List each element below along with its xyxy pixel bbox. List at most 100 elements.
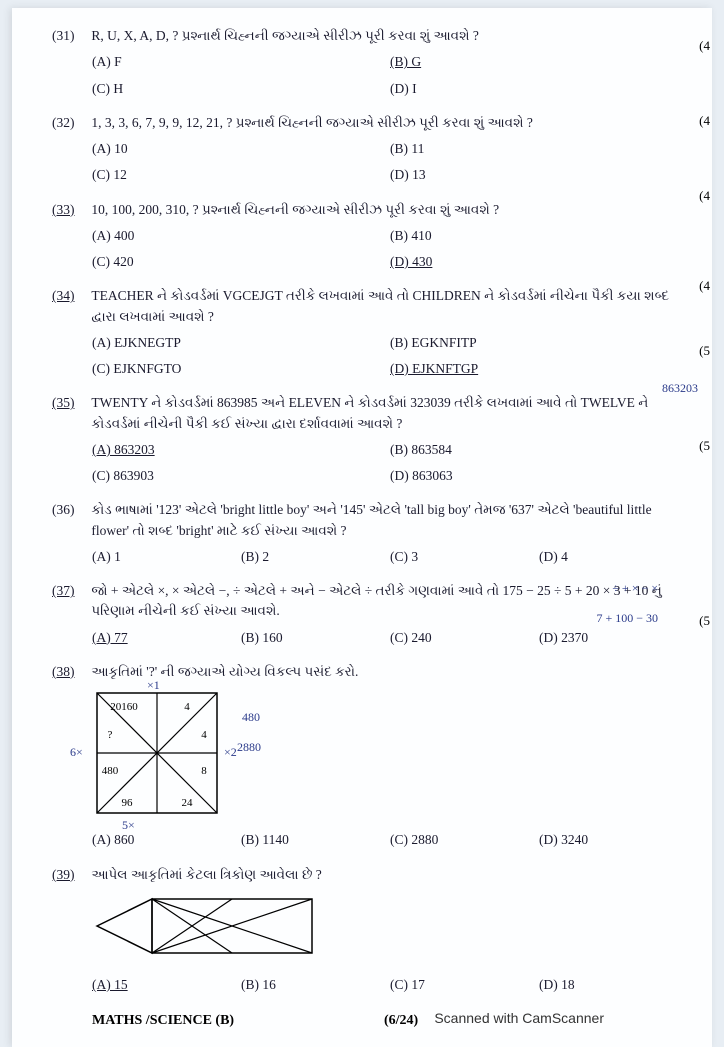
options-34: (A) EJKNEGTP (B) EGKNFITP (C) EJKNFGTO (… bbox=[52, 333, 688, 380]
opt-39-d: (D) 18 bbox=[539, 975, 688, 995]
opt-35-c: (C) 863903 bbox=[92, 466, 390, 486]
question-35: (35) TWENTY ને કોડવર્ડમાં 863985 અને ELE… bbox=[52, 393, 688, 486]
figure-39 bbox=[92, 891, 688, 967]
opt-31-b: (B) G bbox=[390, 52, 688, 72]
handwriting-480: 480 bbox=[242, 708, 260, 726]
opt-35-a: (A) 863203 bbox=[92, 440, 390, 460]
opt-32-a: (A) 10 bbox=[92, 139, 390, 159]
question-31: (31) R, U, X, A, D, ? પ્રશ્નાર્થ ચિહ્નની… bbox=[52, 26, 688, 99]
cell-96: 96 bbox=[122, 797, 134, 809]
qtext-39: આપેલ આકૃતિમાં કેટલા ત્રિકોણ આવેલા છે ? bbox=[91, 865, 685, 885]
opt-37-c: (C) 240 bbox=[390, 628, 539, 648]
opt-37-b: (B) 160 bbox=[241, 628, 390, 648]
handwriting-6x: 6× bbox=[70, 743, 83, 761]
handwriting-x1: ×1 bbox=[147, 676, 160, 694]
opt-34-c: (C) EJKNFGTO bbox=[92, 359, 390, 379]
options-38: (A) 860 (B) 1140 (C) 2880 (D) 3240 bbox=[52, 830, 688, 850]
qnum-34: (34) bbox=[52, 286, 88, 306]
cell-4a: 4 bbox=[184, 701, 190, 713]
qnum-35: (35) bbox=[52, 393, 88, 413]
opt-35-d: (D) 863063 bbox=[390, 466, 688, 486]
opt-38-b: (B) 1140 bbox=[241, 830, 390, 850]
question-33: (33) 10, 100, 200, 310, ? પ્રશ્નાર્થ ચિહ… bbox=[52, 200, 688, 273]
opt-37-a: (A) 77 bbox=[92, 628, 241, 648]
handwriting-ops: ÷ + × − × bbox=[612, 579, 658, 597]
opt-39-a: (A) 15 bbox=[92, 975, 241, 995]
qtext-35: TWENTY ને કોડવર્ડમાં 863985 અને ELEVEN ન… bbox=[91, 393, 685, 434]
options-31: (A) F (B) G (C) H (D) I bbox=[52, 52, 688, 99]
fig39-svg bbox=[92, 891, 322, 961]
opt-37-d: (D) 2370 bbox=[539, 628, 688, 648]
options-37: (A) 77 (B) 160 (C) 240 (D) 2370 bbox=[52, 628, 688, 648]
opt-36-c: (C) 3 bbox=[390, 547, 539, 567]
opt-33-a: (A) 400 bbox=[92, 226, 390, 246]
figure-38: 20160 4 ? 4 480 8 96 24 480 2880 ×1 6× ×… bbox=[92, 688, 688, 824]
exam-page: (31) R, U, X, A, D, ? પ્રશ્નાર્થ ચિહ્નની… bbox=[12, 8, 712, 1047]
qnum-38: (38) bbox=[52, 662, 88, 682]
question-32: (32) 1, 3, 3, 6, 7, 9, 9, 12, 21, ? પ્રશ… bbox=[52, 113, 688, 186]
cell-8: 8 bbox=[201, 765, 207, 777]
qtext-31: R, U, X, A, D, ? પ્રશ્નાર્થ ચિહ્નની જગ્ય… bbox=[91, 26, 685, 46]
opt-38-a: (A) 860 bbox=[92, 830, 241, 850]
opt-31-a: (A) F bbox=[92, 52, 390, 72]
qnum-39: (39) bbox=[52, 865, 88, 885]
opt-33-d: (D) 430 bbox=[390, 252, 688, 272]
edge-5b: (5 bbox=[699, 438, 710, 454]
qtext-36: કોડ ભાષામાં '123' એટલે 'bright little bo… bbox=[91, 500, 685, 541]
edge-4d: (4 bbox=[699, 278, 710, 294]
opt-32-d: (D) 13 bbox=[390, 165, 688, 185]
qtext-34: TEACHER ને કોડવર્ડમાં VGCEJGT તરીકે લખવા… bbox=[91, 286, 685, 327]
opt-36-b: (B) 2 bbox=[241, 547, 390, 567]
qtext-33: 10, 100, 200, 310, ? પ્રશ્નાર્થ ચિહ્નની … bbox=[91, 200, 685, 220]
handwriting-x2: ×2 bbox=[224, 743, 237, 761]
opt-38-c: (C) 2880 bbox=[390, 830, 539, 850]
cell-4b: 4 bbox=[201, 729, 207, 741]
opt-36-d: (D) 4 bbox=[539, 547, 688, 567]
qtext-38: આકૃતિમાં '?' ની જગ્યાએ યોગ્ય વિકલ્પ પસંદ… bbox=[91, 662, 685, 682]
opt-34-a: (A) EJKNEGTP bbox=[92, 333, 390, 353]
question-38: (38) આકૃતિમાં '?' ની જગ્યાએ યોગ્ય વિકલ્પ… bbox=[52, 662, 688, 851]
handwriting-5x: 5× bbox=[122, 816, 135, 834]
opt-31-d: (D) I bbox=[390, 79, 688, 99]
footer-subject: MATHS /SCIENCE (B) bbox=[92, 1013, 234, 1029]
opt-33-c: (C) 420 bbox=[92, 252, 390, 272]
opt-39-b: (B) 16 bbox=[241, 975, 390, 995]
handwriting-2880: 2880 bbox=[237, 738, 261, 756]
options-32: (A) 10 (B) 11 (C) 12 (D) 13 bbox=[52, 139, 688, 186]
qnum-37: (37) bbox=[52, 581, 88, 601]
question-37: (37) જો + એટલે ×, × એટલે −, ÷ એટલે + અને… bbox=[52, 581, 688, 648]
options-35: (A) 863203 (B) 863584 (C) 863903 (D) 863… bbox=[52, 440, 688, 487]
cell-q: ? bbox=[108, 729, 113, 741]
cell-480: 480 bbox=[102, 765, 119, 777]
qnum-36: (36) bbox=[52, 500, 88, 520]
opt-33-b: (B) 410 bbox=[390, 226, 688, 246]
edge-5c: (5 bbox=[699, 613, 710, 629]
question-34: (34) TEACHER ને કોડવર્ડમાં VGCEJGT તરીકે… bbox=[52, 286, 688, 379]
opt-35-b: (B) 863584 bbox=[390, 440, 688, 460]
opt-39-c: (C) 17 bbox=[390, 975, 539, 995]
question-39: (39) આપેલ આકૃતિમાં કેટલા ત્રિકોણ આવેલા છ… bbox=[52, 865, 688, 996]
options-36: (A) 1 (B) 2 (C) 3 (D) 4 bbox=[52, 547, 688, 567]
qnum-32: (32) bbox=[52, 113, 88, 133]
question-36: (36) કોડ ભાષામાં '123' એટલે 'bright litt… bbox=[52, 500, 688, 567]
opt-32-b: (B) 11 bbox=[390, 139, 688, 159]
fig38-svg: 20160 4 ? 4 480 8 96 24 bbox=[92, 688, 222, 818]
opt-34-d: (D) EJKNFTGP bbox=[390, 359, 688, 379]
cell-24: 24 bbox=[182, 797, 194, 809]
qnum-33: (33) bbox=[52, 200, 88, 220]
options-39: (A) 15 (B) 16 (C) 17 (D) 18 bbox=[52, 975, 688, 995]
cell-20160: 20160 bbox=[110, 701, 138, 713]
edge-4b: (4 bbox=[699, 113, 710, 129]
edge-4a: (4 bbox=[699, 38, 710, 54]
edge-5a: (5 bbox=[699, 343, 710, 359]
opt-36-a: (A) 1 bbox=[92, 547, 241, 567]
handwriting-calc: 7 + 100 − 30 bbox=[596, 609, 658, 627]
footer-page: (6/24) bbox=[384, 1013, 418, 1029]
opt-31-c: (C) H bbox=[92, 79, 390, 99]
opt-38-d: (D) 3240 bbox=[539, 830, 688, 850]
handwriting-863203: 863203 bbox=[662, 379, 698, 397]
opt-34-b: (B) EGKNFITP bbox=[390, 333, 688, 353]
opt-32-c: (C) 12 bbox=[92, 165, 390, 185]
qtext-32: 1, 3, 3, 6, 7, 9, 9, 12, 21, ? પ્રશ્નાર્… bbox=[91, 113, 685, 133]
qnum-31: (31) bbox=[52, 26, 88, 46]
